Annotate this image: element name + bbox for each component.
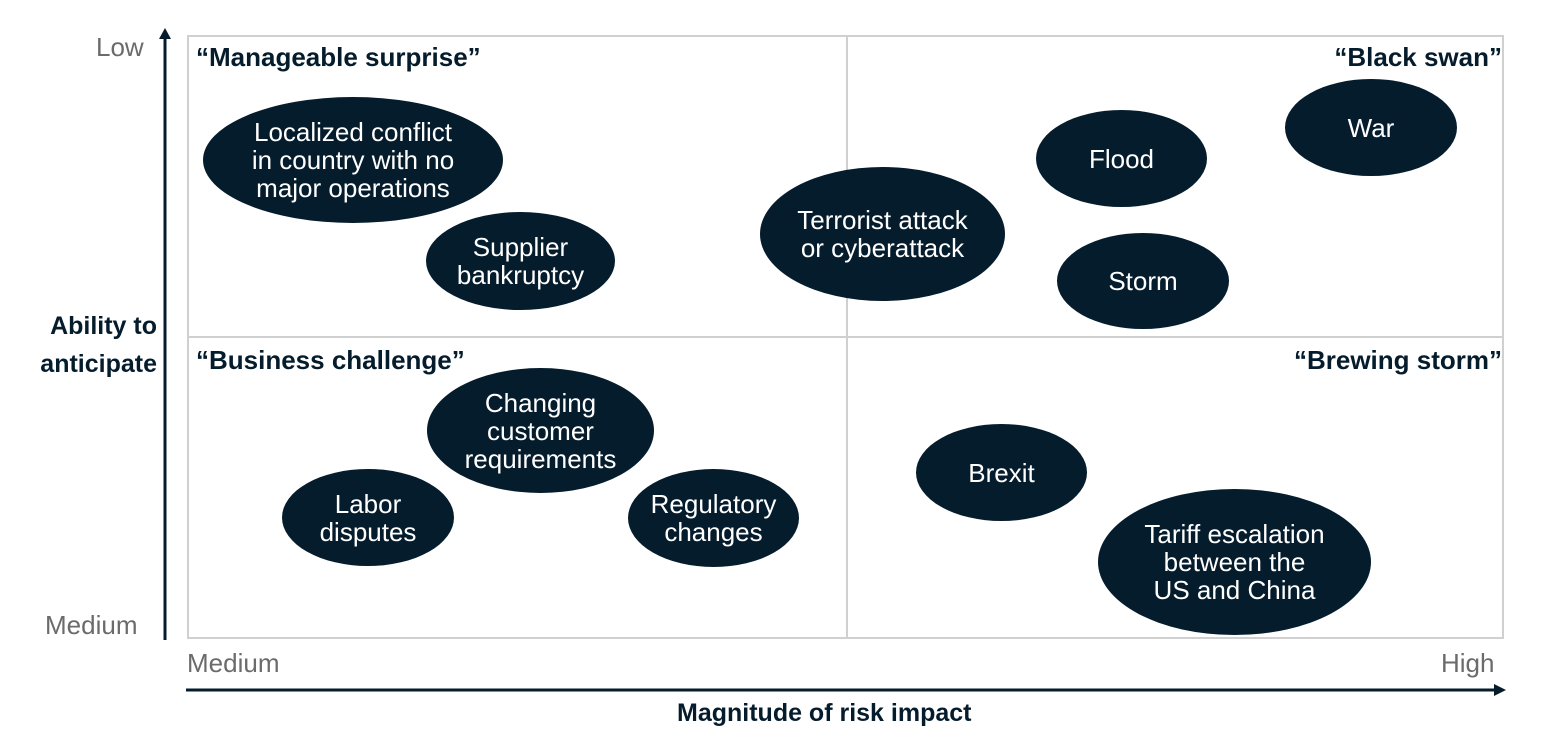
- risk-label: Regulatory changes: [651, 490, 777, 546]
- risk-label: Flood: [1089, 145, 1154, 173]
- risk-label: Storm: [1108, 267, 1177, 295]
- risk-label: Localized conflict in country with no ma…: [252, 118, 454, 202]
- risk-bubble-labor-disputes: Labor disputes: [282, 469, 454, 566]
- quadrant-label-brewing-storm: “Brewing storm”: [1294, 345, 1502, 376]
- risk-label: Labor disputes: [320, 490, 417, 546]
- horizontal-divider: [187, 336, 1504, 338]
- risk-bubble-flood: Flood: [1036, 110, 1207, 207]
- risk-label: Terrorist attack or cyberattack: [797, 206, 968, 262]
- x-axis-medium-label: Medium: [187, 648, 279, 679]
- risk-bubble-localized-conflict: Localized conflict in country with no ma…: [203, 97, 503, 223]
- risk-bubble-tariff-escalation: Tariff escalation between the US and Chi…: [1098, 489, 1371, 635]
- y-axis-title: Ability to anticipate: [0, 307, 157, 383]
- y-axis-title-line1: Ability to: [0, 307, 157, 345]
- quadrant-label-manageable-surprise: “Manageable surprise”: [196, 42, 481, 73]
- x-axis-title: Magnitude of risk impact: [677, 699, 971, 728]
- risk-label: Brexit: [968, 459, 1034, 487]
- risk-bubble-supplier-bankruptcy: Supplier bankruptcy: [426, 212, 615, 310]
- risk-bubble-storm: Storm: [1057, 233, 1229, 329]
- risk-label: Changing customer requirements: [465, 389, 617, 473]
- quadrant-label-black-swan: “Black swan”: [1334, 42, 1502, 73]
- y-axis-medium-label: Medium: [45, 610, 137, 641]
- x-axis-high-label: High: [1441, 648, 1494, 679]
- risk-label: Supplier bankruptcy: [457, 233, 584, 289]
- risk-bubble-regulatory-changes: Regulatory changes: [628, 469, 799, 567]
- risk-label: War: [1348, 114, 1395, 142]
- risk-bubble-terrorist-attack: Terrorist attack or cyberattack: [760, 167, 1005, 301]
- risk-label: Tariff escalation between the US and Chi…: [1144, 520, 1324, 604]
- risk-bubble-changing-customer-requirements: Changing customer requirements: [427, 368, 654, 493]
- risk-bubble-war: War: [1285, 79, 1457, 176]
- y-axis-low-label: Low: [96, 32, 144, 63]
- risk-bubble-brexit: Brexit: [916, 424, 1087, 521]
- y-axis-arrow: [156, 28, 176, 642]
- quadrant-label-business-challenge: “Business challenge”: [196, 345, 465, 376]
- y-axis-title-line2: anticipate: [0, 345, 157, 383]
- x-axis-arrow: [186, 680, 1508, 700]
